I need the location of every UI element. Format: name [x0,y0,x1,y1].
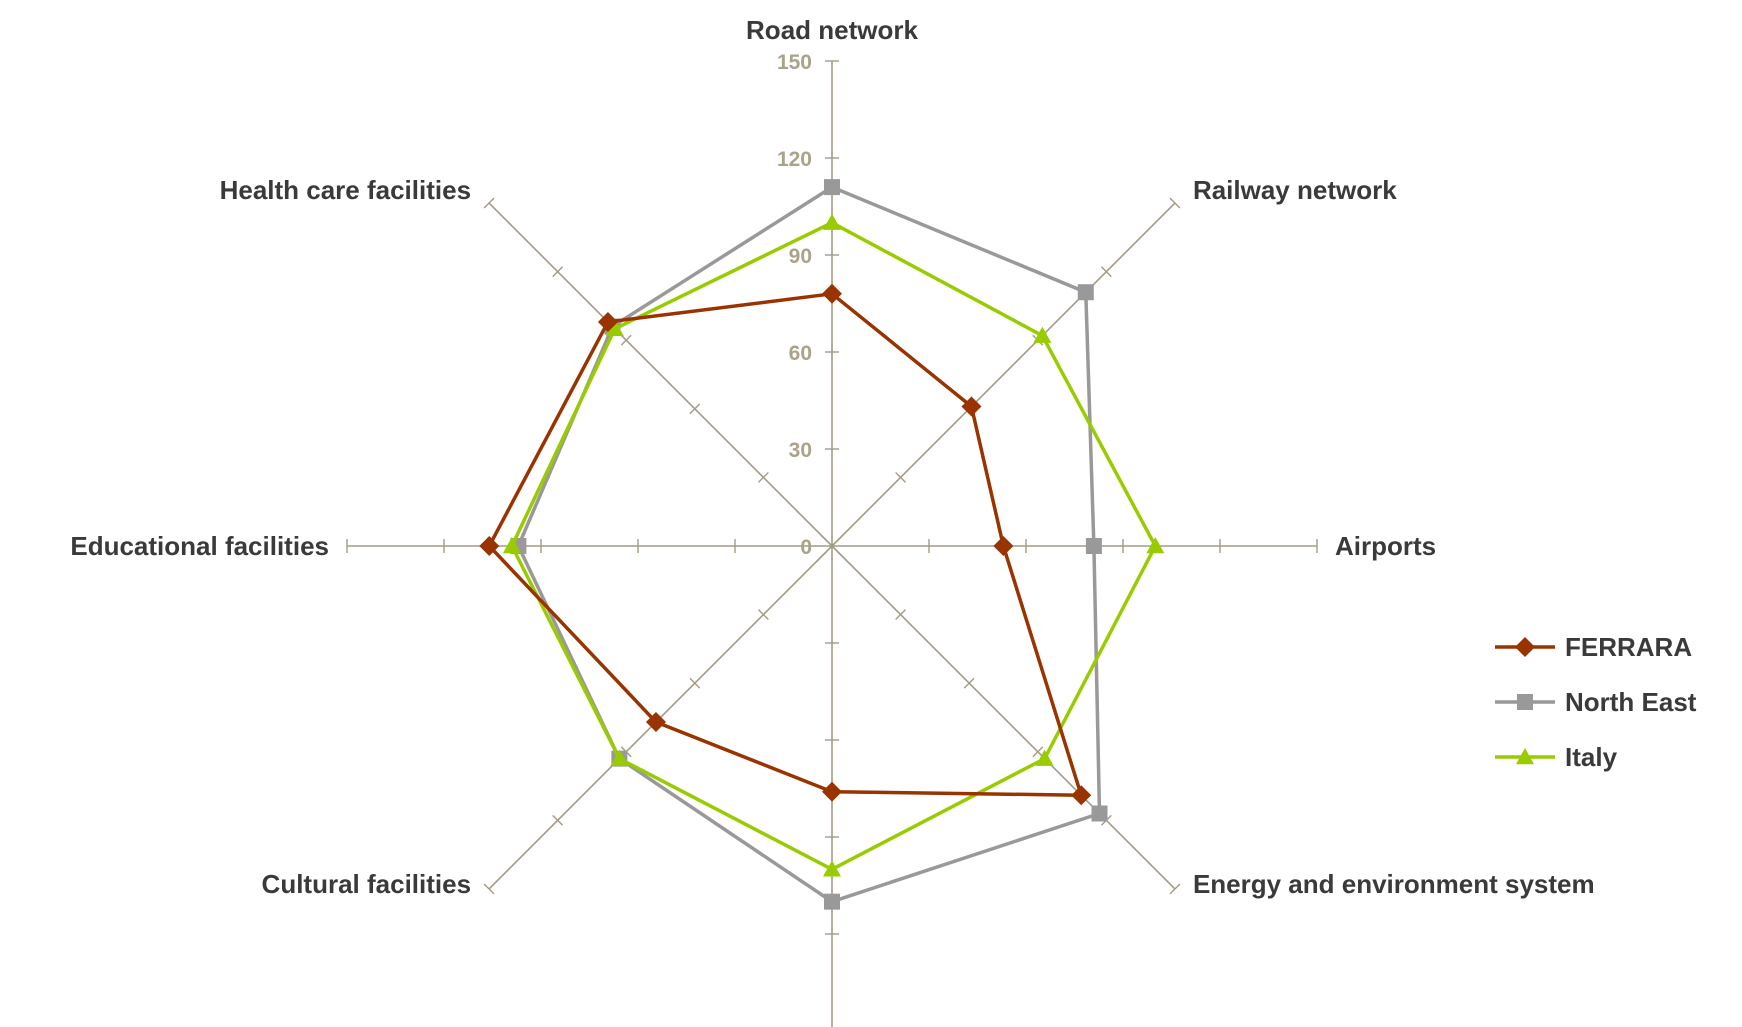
data-point-ferrara [822,781,842,802]
tick-label: 30 [789,439,812,462]
axis-tick [689,677,701,689]
category-label-0: Road network [746,15,918,45]
legend-label: FERRARA [1565,632,1692,662]
data-point-north-east [1085,538,1102,554]
legend-item-ferrara: FERRARA [1495,632,1692,662]
labels-layer: 0 30 60 90 120 150 Road network Railway network… [70,15,1594,899]
category-label-5: Cultural facilities [262,869,472,899]
legend-swatch-marker [1517,694,1533,710]
data-point-italy [823,860,841,877]
axis-tick [1169,883,1181,895]
axis-tick [483,197,495,209]
axis-tick [552,266,564,278]
data-point-north-east [1091,805,1108,822]
series-ferrara [479,283,1092,806]
data-point-north-east [824,893,840,910]
axis-tick [1032,746,1044,758]
axis-tick [483,883,495,895]
legend-item-italy: Italy [1495,742,1618,772]
axis-line-3 [831,545,1176,890]
legend-label: North East [1565,687,1697,717]
legend-label: Italy [1565,742,1618,772]
axis-line-1 [831,202,1176,547]
series-italy [502,213,1165,877]
legend-item-north-east: North East [1495,687,1697,717]
category-label-3: Energy and environment system [1193,869,1595,899]
data-point-italy [1035,749,1054,766]
data-point-ferrara [645,712,666,733]
data-point-italy [823,213,841,230]
tick-label: 90 [789,245,812,268]
tick-label: 60 [789,342,812,365]
axis-tick [1100,266,1112,278]
data-point-italy [502,537,521,554]
legend-swatch-marker [1515,637,1535,657]
data-point-italy [610,749,629,766]
axis-tick [895,609,907,621]
data-point-ferrara [597,311,618,332]
series-layer [479,179,1165,910]
tick-label: 120 [777,148,812,171]
series-line-ferrara [487,292,1083,797]
axis-tick [552,814,564,826]
data-point-ferrara [479,536,500,556]
data-point-ferrara [961,396,982,417]
data-point-north-east [1077,284,1094,301]
axis-tick [620,334,632,346]
axis-tick [689,403,701,415]
category-label-1: Railway network [1193,175,1397,205]
data-point-north-east [824,179,840,196]
axis-tick [895,471,907,483]
tick-label: 0 [800,536,812,559]
data-point-italy [1146,537,1165,554]
data-point-italy [605,319,624,337]
category-label-7: Health care facilities [220,175,471,205]
tick-label: 150 [777,51,812,74]
axis-tick [963,677,975,689]
legend-swatch-marker [1516,748,1534,765]
axis-tick [1169,197,1181,209]
axis-tick [757,471,769,483]
data-point-ferrara [822,283,842,304]
data-point-ferrara [1071,785,1092,806]
category-label-6: Educational facilities [70,531,329,561]
category-label-2: Airports [1335,531,1436,561]
legend: FERRARA North East Italy [1495,632,1697,772]
axis-tick [757,609,769,621]
axis-line-7 [488,202,833,547]
data-point-italy [1033,326,1052,343]
data-point-ferrara [993,536,1014,556]
